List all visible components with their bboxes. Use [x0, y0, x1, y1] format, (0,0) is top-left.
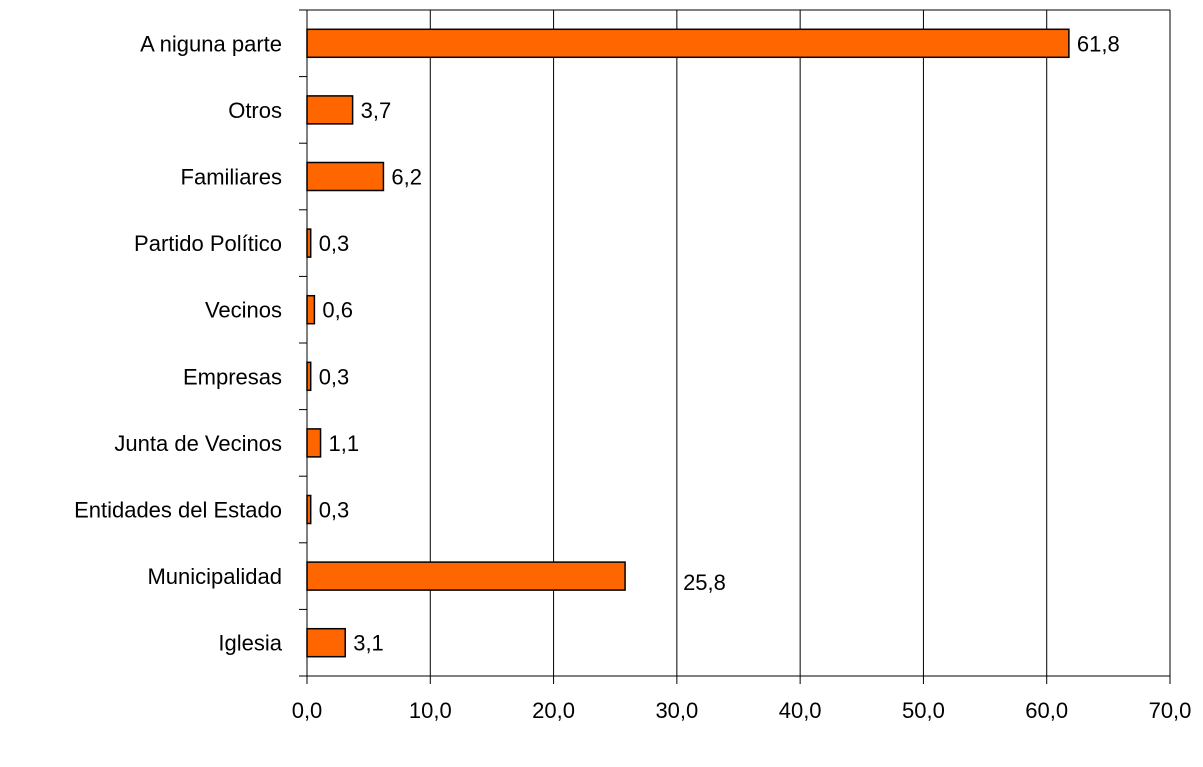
- value-label: 3,1: [353, 631, 384, 656]
- x-tick-label: 60,0: [1025, 698, 1068, 723]
- value-label: 0,3: [319, 498, 350, 523]
- category-label: Empresas: [183, 364, 282, 389]
- bar: [306, 361, 312, 392]
- bar: [306, 494, 312, 525]
- bar: [306, 161, 385, 192]
- x-axis-ticks: [306, 676, 1171, 684]
- value-label: 0,3: [319, 231, 350, 256]
- bar: [306, 627, 346, 658]
- category-label: Vecinos: [205, 298, 282, 323]
- category-label: Familiares: [181, 165, 282, 190]
- value-label: 25,8: [683, 570, 726, 595]
- value-label: 1,1: [329, 431, 360, 456]
- x-tick-labels: 0,0 10,0 20,0 30,0 40,0 50,0 60,0 70,0: [292, 698, 1192, 723]
- x-tick-label: 40,0: [779, 698, 822, 723]
- value-label: 0,3: [319, 364, 350, 389]
- x-tick-label: 0,0: [292, 698, 323, 723]
- bar: [306, 95, 354, 125]
- category-label: Municipalidad: [147, 564, 282, 589]
- category-label: A niguna parte: [140, 31, 282, 56]
- category-label: Iglesia: [218, 631, 282, 656]
- bar: [306, 28, 1070, 59]
- value-label: 61,8: [1077, 31, 1120, 56]
- value-label: 6,2: [391, 165, 422, 190]
- value-labels: 61,8 3,7 6,2 0,3 0,6 0,3 1,1 0,3 25,8 3,1: [319, 31, 1120, 655]
- category-label: Partido Político: [134, 231, 282, 256]
- bar: [306, 561, 626, 591]
- category-label: Entidades del Estado: [74, 498, 282, 523]
- category-labels: A niguna parte Otros Familiares Partido Pol…: [74, 31, 283, 655]
- bar: [306, 428, 322, 458]
- bar: [306, 228, 312, 258]
- category-label: Junta de Vecinos: [114, 431, 282, 456]
- x-tick-label: 20,0: [532, 698, 575, 723]
- y-axis-ticks: [299, 9, 307, 677]
- x-tick-label: 50,0: [902, 698, 945, 723]
- x-tick-label: 70,0: [1149, 698, 1192, 723]
- value-label: 0,6: [322, 298, 353, 323]
- bar: [306, 294, 316, 325]
- value-label: 3,7: [361, 98, 392, 123]
- x-tick-label: 10,0: [409, 698, 452, 723]
- x-tick-label: 30,0: [655, 698, 698, 723]
- category-label: Otros: [228, 98, 282, 123]
- bars: [306, 28, 1070, 658]
